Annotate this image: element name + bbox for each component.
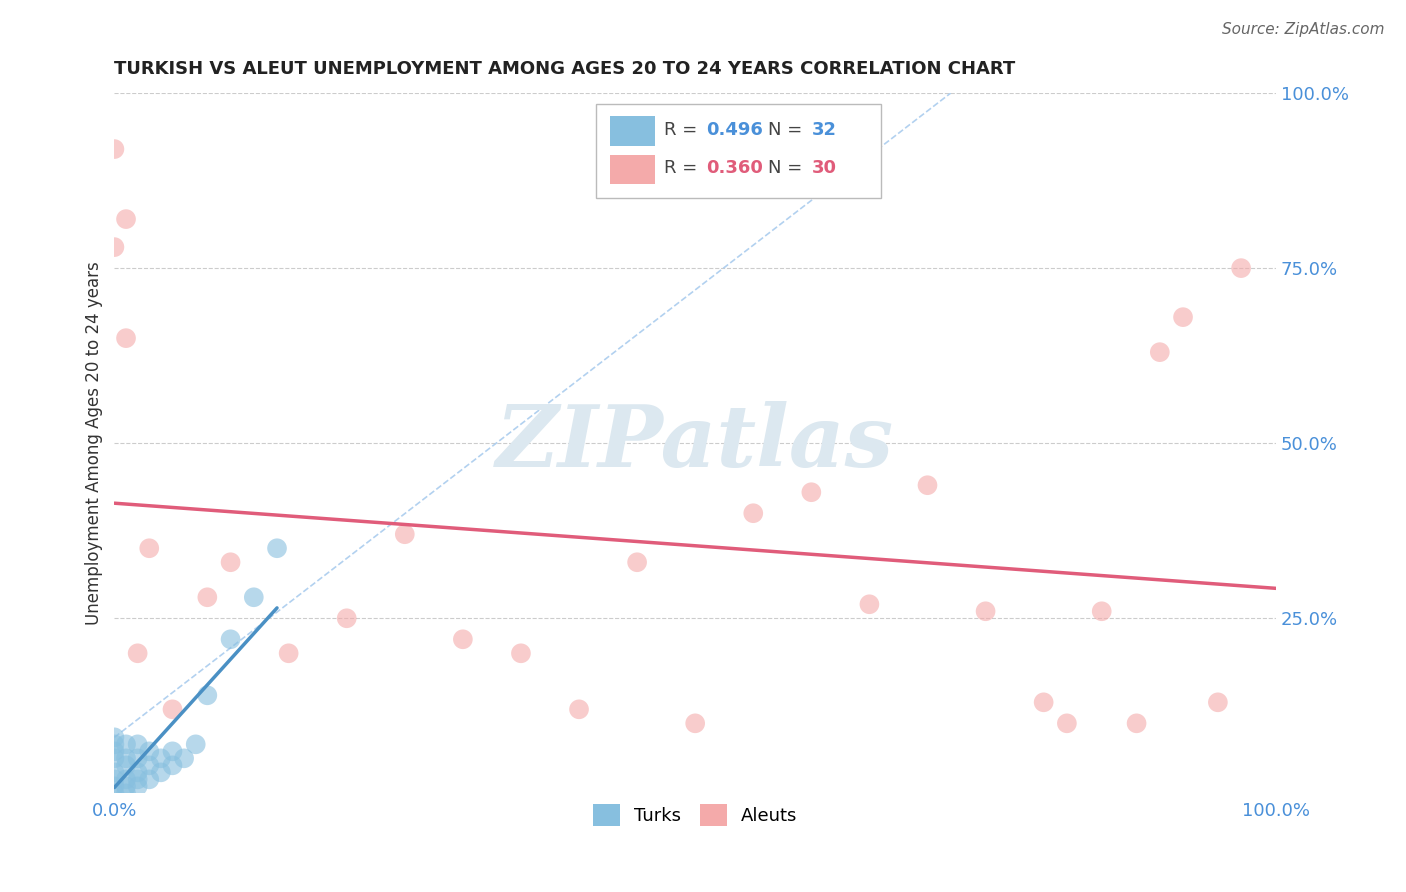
FancyBboxPatch shape [596,103,882,198]
Point [1149,345,1171,359]
Point [127,646,149,660]
Point [162,758,184,772]
Text: R =: R = [664,159,703,177]
Text: 30: 30 [811,159,837,177]
Point [800,485,823,500]
Text: TURKISH VS ALEUT UNEMPLOYMENT AMONG AGES 20 TO 24 YEARS CORRELATION CHART: TURKISH VS ALEUT UNEMPLOYMENT AMONG AGES… [114,60,1015,78]
Point [219,632,242,647]
Point [127,751,149,765]
Point [115,212,138,227]
Point [138,541,160,556]
Point [103,751,125,765]
FancyBboxPatch shape [610,154,655,184]
Point [173,751,195,765]
Point [974,604,997,618]
Point [742,506,765,520]
Point [149,751,172,765]
FancyBboxPatch shape [610,116,655,145]
Point [115,780,138,794]
Text: 0.496: 0.496 [706,121,762,139]
Point [336,611,359,625]
Point [127,780,149,794]
Point [917,478,939,492]
Legend: Turks, Aleuts: Turks, Aleuts [586,797,804,833]
Text: R =: R = [664,121,703,139]
Text: 0.360: 0.360 [706,159,762,177]
Point [138,758,160,772]
Point [195,688,218,702]
Point [115,751,138,765]
Point [103,765,125,780]
Point [683,716,706,731]
Point [858,597,880,611]
Point [1125,716,1147,731]
Text: ZIPatlas: ZIPatlas [496,401,894,485]
Point [115,772,138,787]
Point [266,541,288,556]
Point [243,591,266,605]
Point [626,555,648,569]
Point [1230,261,1253,276]
Point [138,772,160,787]
Point [103,240,125,254]
Point [103,744,125,758]
Point [103,737,125,751]
Point [1171,310,1194,325]
Point [127,772,149,787]
Point [127,765,149,780]
Point [1056,716,1078,731]
Point [1091,604,1114,618]
Point [103,731,125,745]
Point [115,758,138,772]
Point [1032,695,1054,709]
Point [149,765,172,780]
Point [277,646,299,660]
Point [451,632,474,647]
Y-axis label: Unemployment Among Ages 20 to 24 years: Unemployment Among Ages 20 to 24 years [86,261,103,625]
Point [184,737,207,751]
Point [162,744,184,758]
Point [115,331,138,345]
Point [103,142,125,156]
Point [127,737,149,751]
Text: 32: 32 [811,121,837,139]
Point [115,786,138,800]
Point [103,786,125,800]
Point [394,527,416,541]
Point [510,646,533,660]
Text: N =: N = [768,121,808,139]
Point [103,780,125,794]
Text: Source: ZipAtlas.com: Source: ZipAtlas.com [1222,22,1385,37]
Point [568,702,591,716]
Point [115,737,138,751]
Point [103,772,125,787]
Point [195,591,218,605]
Point [138,744,160,758]
Point [1206,695,1229,709]
Point [219,555,242,569]
Point [162,702,184,716]
Text: N =: N = [768,159,808,177]
